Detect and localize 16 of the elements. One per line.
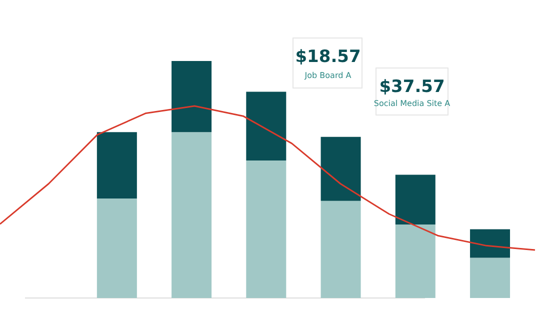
annotation: Job Board A (304, 71, 352, 80)
bar (320, 200, 361, 298)
bar (172, 132, 212, 298)
bar (395, 174, 436, 225)
bar (96, 132, 137, 198)
bar (470, 258, 510, 298)
annotation: $37.57 (379, 77, 445, 97)
bar (246, 92, 286, 161)
bar (320, 136, 361, 201)
bar (172, 61, 212, 132)
annotation: $18.57 (295, 47, 361, 67)
bar (395, 224, 436, 298)
bar (246, 160, 286, 298)
annotation: Social Media Site A (374, 99, 451, 108)
bar (96, 198, 137, 298)
bar (470, 229, 510, 258)
